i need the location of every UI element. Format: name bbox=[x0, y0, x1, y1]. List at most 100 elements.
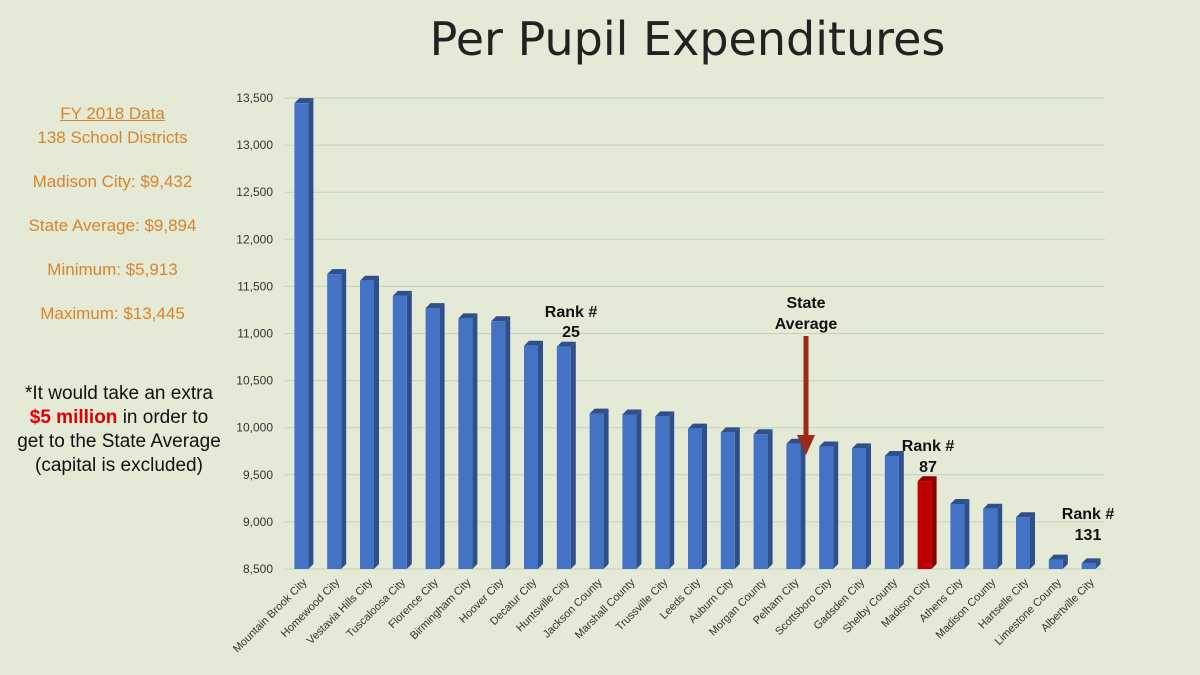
bar-top bbox=[425, 303, 445, 309]
bar-side bbox=[997, 503, 1003, 569]
y-tick-label: 13,000 bbox=[236, 138, 273, 152]
x-tick-label: Madison County bbox=[934, 576, 999, 641]
bar-side bbox=[866, 443, 871, 569]
note-part1: *It would take an extra bbox=[25, 383, 213, 404]
bar-top bbox=[458, 313, 478, 319]
bar-front bbox=[524, 345, 538, 569]
state-average-label: State bbox=[786, 295, 825, 312]
bar-side bbox=[800, 438, 806, 569]
bar-front bbox=[819, 446, 834, 569]
bar bbox=[819, 441, 839, 569]
y-tick-label: 9,500 bbox=[243, 468, 273, 482]
bar bbox=[360, 275, 379, 569]
bar bbox=[458, 313, 478, 569]
bar-top bbox=[917, 476, 937, 482]
bar-side bbox=[538, 340, 543, 569]
bar-front bbox=[556, 346, 571, 569]
bar-side bbox=[702, 423, 707, 569]
fy-label: FY 2018 Data bbox=[60, 104, 165, 123]
bar-front bbox=[1081, 563, 1096, 569]
bar-front bbox=[688, 428, 702, 569]
bar-front bbox=[458, 318, 473, 569]
bar-front bbox=[491, 321, 506, 569]
bar-top bbox=[589, 408, 609, 414]
bar-top bbox=[720, 427, 740, 433]
bar-side bbox=[964, 499, 970, 569]
bar-front bbox=[589, 413, 604, 569]
bar-side bbox=[341, 269, 347, 569]
bar-side bbox=[570, 341, 576, 569]
bar-front bbox=[327, 274, 342, 569]
bar-side bbox=[767, 429, 773, 569]
bar bbox=[1048, 554, 1068, 569]
bar-top bbox=[884, 450, 904, 456]
bar-highlighted bbox=[917, 476, 937, 569]
bar bbox=[655, 411, 675, 569]
bar-front bbox=[950, 504, 965, 569]
summary-panel: FY 2018 Data 138 School Districts Madiso… bbox=[10, 104, 215, 328]
bar-top bbox=[1081, 558, 1101, 564]
bar-top bbox=[950, 499, 970, 505]
bar-top bbox=[524, 340, 543, 346]
rank-131-label: Rank # bbox=[1062, 506, 1115, 523]
bar bbox=[491, 316, 511, 569]
bar bbox=[688, 423, 707, 569]
bar bbox=[425, 303, 445, 569]
bar-front bbox=[1016, 517, 1030, 569]
bar-top bbox=[753, 429, 773, 435]
bar bbox=[589, 408, 609, 569]
rank-25-number: 25 bbox=[562, 324, 580, 341]
state-average-label-2: Average bbox=[775, 316, 838, 333]
bar-top bbox=[983, 503, 1003, 509]
bar bbox=[720, 427, 740, 569]
maximum-stat: Maximum: $13,445 bbox=[40, 304, 185, 323]
bar-front bbox=[852, 448, 866, 569]
bar-side bbox=[1062, 554, 1068, 569]
bar-side bbox=[833, 441, 839, 569]
bar bbox=[983, 503, 1003, 569]
bar bbox=[524, 340, 543, 569]
bar bbox=[622, 409, 642, 569]
bar-top bbox=[688, 423, 707, 429]
bar-top bbox=[392, 290, 412, 296]
bar bbox=[392, 290, 412, 569]
bar-side bbox=[669, 411, 675, 569]
bar-front bbox=[622, 414, 637, 569]
bar-front bbox=[655, 416, 670, 569]
bar-side bbox=[898, 450, 904, 569]
bar-top bbox=[327, 269, 347, 275]
bar-top bbox=[556, 341, 576, 347]
bar bbox=[1081, 558, 1101, 569]
state-average-stat: State Average: $9,894 bbox=[28, 216, 197, 235]
y-tick-label: 12,000 bbox=[236, 232, 273, 246]
districts-label: 138 School Districts bbox=[37, 128, 188, 147]
bar-side bbox=[1095, 558, 1101, 569]
bar-side bbox=[406, 290, 412, 569]
minimum-stat: Minimum: $5,913 bbox=[47, 260, 178, 279]
bar-front bbox=[392, 295, 407, 569]
bar-side bbox=[636, 409, 642, 569]
bar-top bbox=[819, 441, 839, 447]
bar-top bbox=[1016, 512, 1035, 518]
funding-note: *It would take an extra $5 million in or… bbox=[14, 382, 224, 478]
bar-top bbox=[655, 411, 675, 417]
rank-131-number: 131 bbox=[1075, 527, 1102, 544]
bar-front bbox=[786, 443, 801, 569]
state-average-arrow bbox=[797, 336, 815, 455]
bar-front bbox=[294, 103, 309, 569]
y-tick-label: 8,500 bbox=[243, 562, 273, 576]
bar bbox=[294, 98, 314, 569]
rank-87-label: Rank # bbox=[902, 438, 955, 455]
bar bbox=[852, 443, 871, 569]
bar bbox=[753, 429, 773, 569]
bar bbox=[327, 269, 347, 569]
x-tick-label: Scottsboro City bbox=[773, 576, 835, 638]
bar-top bbox=[360, 275, 379, 281]
y-tick-label: 11,500 bbox=[237, 279, 273, 293]
x-tick-label: Homewood City bbox=[279, 576, 343, 640]
bar-front bbox=[360, 280, 374, 569]
bar-top bbox=[491, 316, 511, 322]
bar-side bbox=[374, 275, 379, 569]
bar-front bbox=[884, 455, 899, 569]
x-tick-label: Marshall County bbox=[573, 576, 638, 641]
